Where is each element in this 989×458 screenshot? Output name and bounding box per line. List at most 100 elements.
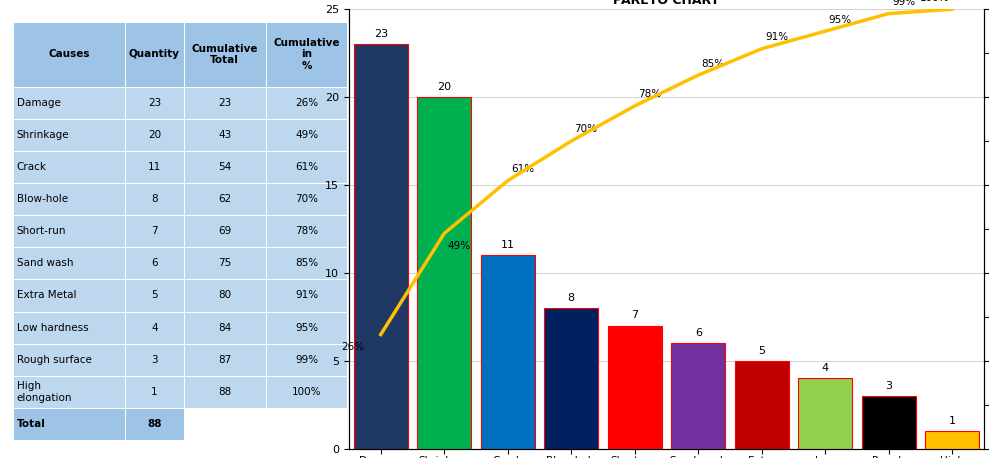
Text: 4: 4: [151, 322, 158, 333]
Text: 8: 8: [568, 293, 575, 303]
Text: Quantity: Quantity: [129, 49, 180, 60]
Bar: [608, 326, 662, 449]
Text: 62: 62: [218, 194, 231, 204]
Text: 78%: 78%: [295, 226, 318, 236]
Text: Crack: Crack: [17, 162, 46, 172]
Text: 99%: 99%: [295, 354, 318, 365]
Text: Causes: Causes: [48, 49, 90, 60]
FancyBboxPatch shape: [266, 87, 347, 119]
Text: 5: 5: [151, 290, 158, 300]
FancyBboxPatch shape: [13, 344, 126, 376]
FancyBboxPatch shape: [126, 408, 184, 440]
Text: 5: 5: [759, 346, 765, 355]
Text: Sand wash: Sand wash: [17, 258, 73, 268]
FancyBboxPatch shape: [13, 151, 126, 183]
Text: 88: 88: [218, 387, 231, 397]
Bar: [672, 344, 725, 449]
Text: 61%: 61%: [511, 164, 534, 174]
Text: Damage: Damage: [17, 98, 60, 108]
Text: 11: 11: [500, 240, 514, 250]
FancyBboxPatch shape: [13, 119, 126, 151]
FancyBboxPatch shape: [266, 22, 347, 87]
Bar: [926, 431, 979, 449]
Text: 23: 23: [374, 29, 388, 39]
Text: 61%: 61%: [295, 162, 318, 172]
FancyBboxPatch shape: [184, 215, 266, 247]
Text: 70%: 70%: [575, 125, 597, 135]
Text: 7: 7: [151, 226, 158, 236]
Text: 3: 3: [151, 354, 158, 365]
Text: 49%: 49%: [295, 130, 318, 140]
FancyBboxPatch shape: [266, 408, 347, 440]
FancyBboxPatch shape: [266, 311, 347, 344]
Text: Cumulative
Total: Cumulative Total: [192, 44, 258, 65]
FancyBboxPatch shape: [184, 119, 266, 151]
Text: 49%: 49%: [447, 241, 471, 251]
FancyBboxPatch shape: [13, 279, 126, 311]
Bar: [417, 97, 471, 449]
FancyBboxPatch shape: [266, 183, 347, 215]
FancyBboxPatch shape: [184, 408, 266, 440]
Text: 3: 3: [885, 381, 892, 391]
FancyBboxPatch shape: [13, 247, 126, 279]
Text: Blow-hole: Blow-hole: [17, 194, 67, 204]
Text: 69: 69: [218, 226, 231, 236]
FancyBboxPatch shape: [126, 183, 184, 215]
Text: Extra Metal: Extra Metal: [17, 290, 76, 300]
Text: 1: 1: [948, 416, 955, 426]
FancyBboxPatch shape: [184, 22, 266, 87]
FancyBboxPatch shape: [266, 279, 347, 311]
FancyBboxPatch shape: [126, 22, 184, 87]
FancyBboxPatch shape: [184, 279, 266, 311]
FancyBboxPatch shape: [266, 215, 347, 247]
Text: 20: 20: [148, 130, 161, 140]
FancyBboxPatch shape: [126, 376, 184, 408]
Bar: [798, 378, 853, 449]
Text: 8: 8: [151, 194, 158, 204]
Text: 95%: 95%: [829, 15, 852, 25]
FancyBboxPatch shape: [266, 344, 347, 376]
FancyBboxPatch shape: [126, 279, 184, 311]
Text: 100%: 100%: [292, 387, 321, 397]
FancyBboxPatch shape: [184, 344, 266, 376]
FancyBboxPatch shape: [13, 215, 126, 247]
Text: 7: 7: [631, 311, 638, 321]
Text: 85%: 85%: [701, 59, 725, 69]
FancyBboxPatch shape: [184, 376, 266, 408]
FancyBboxPatch shape: [126, 87, 184, 119]
Text: 87: 87: [218, 354, 231, 365]
Text: 43: 43: [218, 130, 231, 140]
Text: 6: 6: [695, 328, 702, 338]
Bar: [735, 361, 789, 449]
Text: 54: 54: [218, 162, 231, 172]
Text: 99%: 99%: [892, 0, 915, 7]
Text: 84: 84: [218, 322, 231, 333]
FancyBboxPatch shape: [266, 247, 347, 279]
Text: Low hardness: Low hardness: [17, 322, 88, 333]
Text: 85%: 85%: [295, 258, 318, 268]
FancyBboxPatch shape: [184, 87, 266, 119]
FancyBboxPatch shape: [13, 311, 126, 344]
FancyBboxPatch shape: [13, 87, 126, 119]
FancyBboxPatch shape: [184, 311, 266, 344]
FancyBboxPatch shape: [126, 151, 184, 183]
FancyBboxPatch shape: [184, 183, 266, 215]
Text: Short-run: Short-run: [17, 226, 66, 236]
FancyBboxPatch shape: [184, 247, 266, 279]
Text: High
elongation: High elongation: [17, 381, 72, 403]
FancyBboxPatch shape: [126, 344, 184, 376]
FancyBboxPatch shape: [266, 376, 347, 408]
Bar: [481, 256, 535, 449]
FancyBboxPatch shape: [184, 151, 266, 183]
Text: 23: 23: [147, 98, 161, 108]
Bar: [354, 44, 407, 449]
FancyBboxPatch shape: [266, 151, 347, 183]
FancyBboxPatch shape: [13, 376, 126, 408]
Text: 6: 6: [151, 258, 158, 268]
Text: 26%: 26%: [295, 98, 318, 108]
Title: PARETO CHART: PARETO CHART: [613, 0, 720, 6]
Text: 26%: 26%: [342, 342, 365, 352]
Text: Rough surface: Rough surface: [17, 354, 91, 365]
Text: 100%: 100%: [920, 0, 949, 3]
Text: Shrinkage: Shrinkage: [17, 130, 69, 140]
